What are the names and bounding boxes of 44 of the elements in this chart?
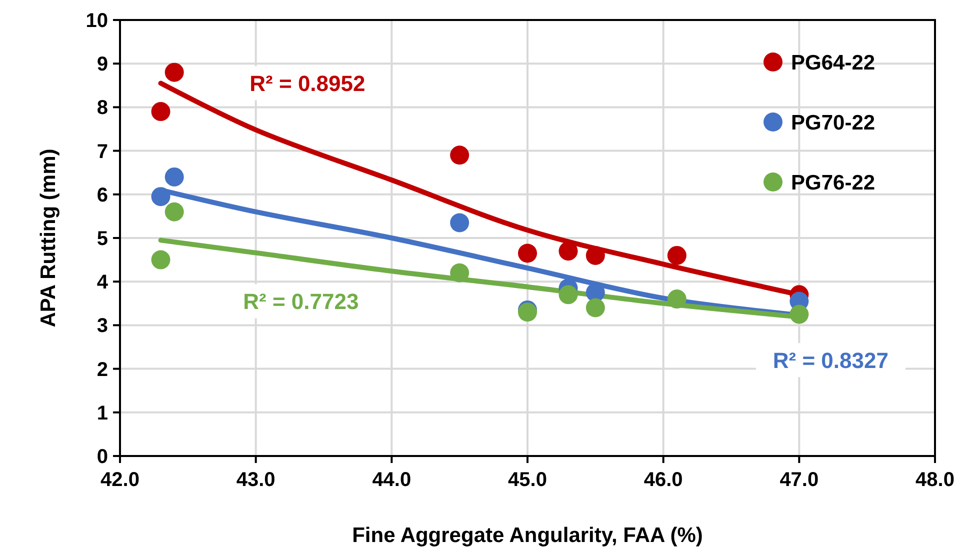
x-tick-label: 45.0	[508, 469, 547, 491]
point	[450, 263, 470, 282]
point	[586, 246, 605, 265]
x-tick-label: 46.0	[644, 469, 683, 491]
y-tick-label: 1	[96, 402, 108, 424]
point	[558, 285, 578, 304]
point	[164, 167, 184, 186]
x-tick-label: 43.0	[236, 469, 276, 491]
point	[450, 213, 470, 232]
point	[518, 244, 537, 263]
point	[667, 246, 686, 265]
y-tick-label: 9	[96, 54, 108, 76]
point	[790, 304, 809, 324]
y-tick-label: 4	[96, 272, 109, 294]
point	[558, 242, 578, 261]
point	[586, 283, 605, 302]
y-tick-label: 6	[96, 184, 108, 206]
point	[151, 102, 170, 122]
y-tick-label: 2	[96, 358, 108, 381]
point	[586, 298, 605, 318]
legend-label: PG64-22	[791, 51, 876, 74]
y-tick-label: 10	[86, 10, 108, 32]
x-tick-label: 47.0	[780, 469, 819, 491]
point	[450, 146, 470, 165]
y-axis-title: APA Rutting (mm)	[37, 148, 60, 328]
point	[164, 62, 184, 82]
y-tick-label: 3	[96, 315, 108, 338]
point	[151, 187, 170, 206]
annotation: R² = 0.8952	[250, 70, 366, 96]
y-tick-label: 0	[96, 446, 108, 468]
annotation: R² = 0.7723	[243, 288, 359, 314]
legend-label: PG70-22	[791, 111, 876, 134]
x-axis-title: Fine Aggregate Angularity, FAA (%)	[352, 524, 703, 547]
annotation: R² = 0.8327	[772, 348, 888, 373]
y-tick-label: 5	[96, 228, 108, 250]
point	[164, 202, 184, 222]
y-tick-label: 8	[96, 97, 108, 120]
x-tick-label: 48.0	[916, 469, 954, 491]
x-tick-label: 44.0	[372, 469, 412, 491]
point	[667, 290, 686, 309]
x-tick-label: 42.0	[100, 469, 140, 491]
legend-label: PG76-22	[791, 171, 876, 194]
y-tick-label: 7	[96, 140, 108, 163]
point	[151, 250, 170, 270]
